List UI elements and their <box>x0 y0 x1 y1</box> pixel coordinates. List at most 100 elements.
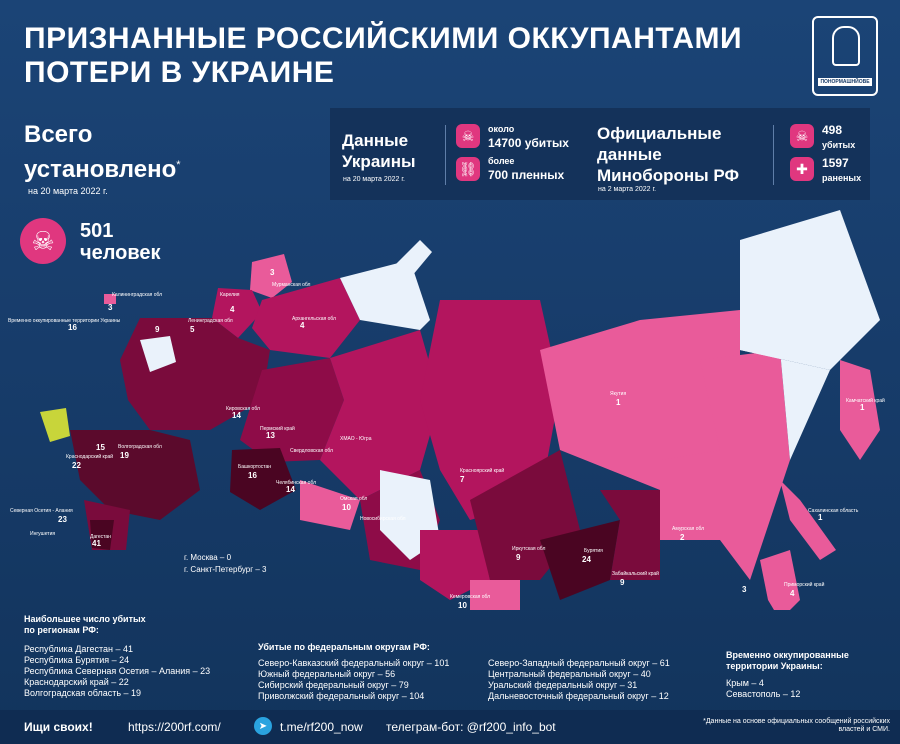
map-label-novosibirsk: Новосибирская обл <box>360 516 406 522</box>
map-label-sverdlovsk: Свердловская обл <box>290 448 333 454</box>
footer-slogan: Ищи своих! <box>24 720 93 734</box>
total-date: на 20 марта 2022 г. <box>28 186 108 196</box>
map-label-buryatia: Бурятия <box>584 548 603 554</box>
map-num-murmansk: 3 <box>270 268 275 277</box>
map-label-leningrad: Ленинградская обл <box>188 318 233 324</box>
map-label-hmao: ХМАО - Югра <box>340 436 372 442</box>
footer-bot-link[interactable]: телеграм-бот: @rf200_info_bot <box>386 720 556 734</box>
map-region-south <box>70 430 200 520</box>
russia-data-date: на 2 марта 2022 г. <box>598 186 657 193</box>
map-num-ossetia: 23 <box>58 515 67 524</box>
map-num-sakhalin: 1 <box>818 513 823 522</box>
captured-icon: ⛓ <box>456 157 480 181</box>
map-label-yakutia: Якутия <box>610 391 626 397</box>
map-num-buryatia: 24 <box>582 555 591 564</box>
map-num-irkutsk: 9 <box>516 553 521 562</box>
federal-districts-col2: Северо-Западный федеральный округ – 61 Ц… <box>488 658 670 702</box>
map-label-sakhalin: Сахалинская область <box>808 508 859 514</box>
map-num-omsk: 10 <box>342 503 351 512</box>
map-num-pskov: 9 <box>155 325 160 334</box>
map-label-ingushetia: Ингушетия <box>30 531 55 537</box>
map-num-karelia: 4 <box>230 305 235 314</box>
skull-crossbones-icon: ☠ <box>20 218 66 264</box>
map-region-magadan-zero <box>740 350 830 460</box>
map-label-chelyabinsk: Челябинская обл <box>276 480 316 486</box>
map-region-arkhangelsk <box>252 278 360 358</box>
footer-telegram-link[interactable]: t.me/rf200_now <box>280 720 363 734</box>
federal-districts-title: Убитые по федеральным округам РФ: <box>258 642 430 652</box>
total-heading-line1: Всего <box>24 121 93 148</box>
russia-map: 3 4 3 9 5 4 14 13 19 15 22 41 23 16 14 1… <box>8 210 885 610</box>
map-label-amur: Амурская обл <box>672 526 704 532</box>
list-item: Севастополь – 12 <box>726 689 801 699</box>
map-region-central <box>120 318 270 430</box>
map-num-rostov: 15 <box>96 443 105 452</box>
map-region-sakhalin <box>780 480 836 560</box>
list-item: Республика Бурятия – 24 <box>24 655 130 665</box>
map-region-bashkortostan <box>230 448 296 510</box>
map-label-omsk: Омская обл <box>340 496 367 502</box>
list-item: Приволжский федеральный округ – 104 <box>258 691 425 701</box>
map-num-krasnoyarsk: 7 <box>460 475 465 484</box>
map-num-zabaykalsky: 9 <box>620 578 625 587</box>
wounded-icon: ✚ <box>790 157 814 181</box>
footer-site-link[interactable]: https://200rf.com/ <box>128 720 221 734</box>
map-num-yakutia: 1 <box>616 398 621 407</box>
list-item: Северо-Кавказский федеральный округ – 10… <box>258 658 450 668</box>
total-count: 501 человек <box>80 220 161 264</box>
map-label-volgograd: Волгоградская обл <box>118 444 162 450</box>
map-label-karelia: Карелия <box>220 292 240 298</box>
map-num-kemerovo: 10 <box>458 601 467 610</box>
map-num-bashkortostan: 16 <box>248 471 257 480</box>
divider <box>445 125 446 185</box>
map-region-dagestan <box>90 520 114 550</box>
top-regions-title: Наибольшее число убитых по регионам РФ: <box>24 614 146 635</box>
map-region-moscow-zero <box>140 336 176 372</box>
map-label-murmansk: Мурманская обл <box>272 282 311 288</box>
map-region-chukotka-zero <box>740 210 880 370</box>
map-label-zabaykalsky: Забайкальский край <box>612 570 659 577</box>
map-region-tyva <box>470 580 520 610</box>
map-label-irkutsk: Иркутская обл <box>512 546 545 552</box>
list-item: Крым – 4 <box>726 678 764 688</box>
map-region-khabarovsk <box>700 350 790 580</box>
occupied-list: Крым – 4 Севастополь – 12 <box>726 678 800 700</box>
logo: ПОНОРМАШНЙОВЕ <box>812 16 878 96</box>
city-moscow: г. Москва – 0 <box>184 553 232 562</box>
cities-list: г. Москва – 0 г. Санкт-Петербург – 3 <box>184 552 266 576</box>
map-label-kemerovo: Кемеровская обл <box>450 594 490 600</box>
total-heading: Всего установлено* <box>24 120 181 185</box>
list-item: Дальневосточный федеральный округ – 12 <box>488 691 669 701</box>
map-num-khabarovsk: 3 <box>742 585 747 594</box>
map-region-novaya-zemlya <box>370 240 432 300</box>
map-region-krasnoyarsk <box>420 300 560 520</box>
logo-figure-icon <box>832 26 860 66</box>
russia-wounded: 1597 раненых <box>822 156 862 183</box>
map-label-perm: Пермский край <box>260 425 295 432</box>
stats-panel <box>330 108 870 200</box>
russia-killed: 498 убитых <box>822 123 856 150</box>
map-region-volga <box>240 358 344 462</box>
occupied-title: Временно оккупированные территории Украи… <box>726 650 849 671</box>
list-item: Южный федеральный округ – 56 <box>258 669 396 679</box>
total-heading-line2: установлено* <box>24 156 181 183</box>
map-region-primorsky <box>760 550 800 610</box>
footer <box>0 710 900 744</box>
map-num-perm: 13 <box>266 431 275 440</box>
ukraine-data-heading: Данные Украины <box>342 131 416 171</box>
telegram-icon: ➤ <box>254 717 272 735</box>
map-num-kaliningrad: 3 <box>108 303 113 312</box>
map-region-occupied <box>40 408 70 442</box>
map-num-leningrad: 5 <box>190 325 195 334</box>
map-num-dagestan: 41 <box>92 539 101 548</box>
map-label-arkhangelsk: Архангельская обл <box>292 316 336 322</box>
total-count-value: 501 <box>80 220 114 242</box>
map-label-occupied: Временно оккупированные территории Украи… <box>8 318 121 324</box>
list-item: Волгоградская область – 19 <box>24 688 142 698</box>
map-region-yakutia <box>540 310 740 490</box>
map-region-buryatia <box>540 520 620 600</box>
list-item: Уральский федеральный округ – 31 <box>488 680 638 690</box>
total-count-unit: человек <box>80 242 161 264</box>
footer-note: *Данные на основе официальных сообщений … <box>703 718 890 733</box>
map-region-ural <box>320 330 440 500</box>
